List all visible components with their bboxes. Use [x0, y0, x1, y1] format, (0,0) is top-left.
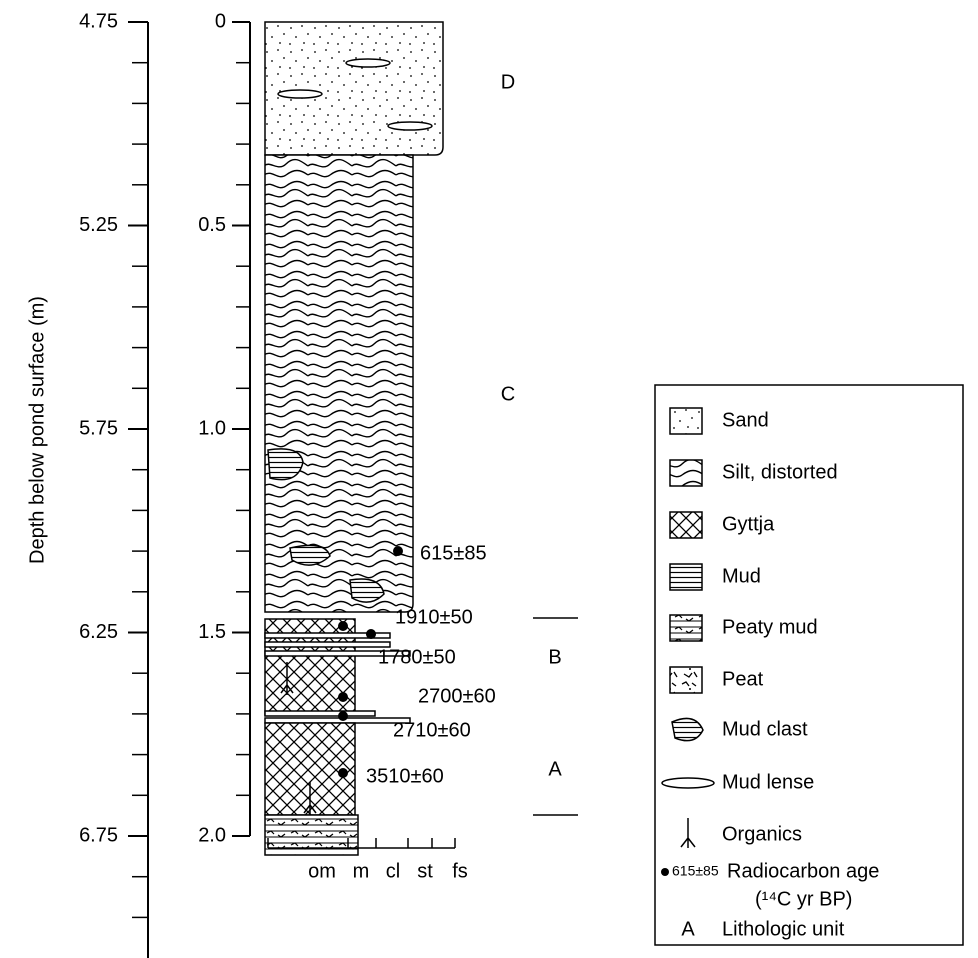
- legend: [654, 384, 964, 946]
- depth-axis-title: Depth below pond surface (m): [26, 296, 48, 564]
- mud-clast: [289, 544, 331, 566]
- legend-sample-date: 615±85: [672, 863, 719, 879]
- core-column: [264, 21, 444, 856]
- unit-label: B: [548, 646, 561, 668]
- grain-label: m: [353, 860, 370, 882]
- legend-swatch: [669, 666, 703, 694]
- grain-label: cl: [386, 860, 400, 882]
- legend-swatch: [669, 511, 703, 539]
- axis-ticks: 4.75 5.25 5.75 6.25 6.75 0 0.5 1.0 1.5 2.0: [79, 10, 250, 919]
- mud-lense: [277, 89, 323, 99]
- legend-swatch: [671, 717, 704, 742]
- grain-label: fs: [452, 860, 468, 882]
- legend-swatch: [669, 563, 703, 591]
- grain-size-axis: [267, 838, 456, 849]
- silt-layer: [264, 154, 414, 613]
- legend-swatch: [680, 818, 696, 848]
- organics: [303, 782, 317, 815]
- legend-label: Gyttja: [722, 513, 775, 535]
- date-label: 2700±60: [418, 685, 496, 707]
- legend-swatch: [661, 868, 669, 876]
- organics: [280, 662, 294, 695]
- sand-layer: [264, 21, 444, 156]
- legend-label: Silt, distorted: [722, 461, 838, 483]
- grain-label: st: [417, 860, 433, 882]
- legend-label: Lithologic unit: [722, 918, 845, 940]
- legend-swatch: [669, 459, 703, 487]
- core-tick-label: 0.5: [198, 214, 226, 236]
- sample-dot: [338, 692, 348, 702]
- legend-swatch: [661, 777, 715, 789]
- core-tick-label: 1.0: [198, 417, 226, 439]
- legend-label: Peaty mud: [722, 616, 818, 638]
- mud-clast: [349, 578, 385, 603]
- grain-label: om: [308, 860, 336, 882]
- legend-label: Peat: [722, 668, 764, 690]
- depth-tick-label: 6.75: [79, 824, 118, 846]
- legend-swatch: [669, 614, 703, 642]
- sample-dot: [366, 629, 376, 639]
- sample-dots: [338, 546, 403, 778]
- legend-label: Organics: [722, 823, 802, 845]
- depth-tick-label: 5.25: [79, 214, 118, 236]
- date-label: 1780±50: [378, 646, 456, 668]
- legend-label: Mud: [722, 565, 761, 587]
- legend-label: Sand: [722, 409, 769, 431]
- sample-dot: [338, 711, 348, 721]
- date-label: 3510±60: [366, 765, 444, 787]
- legend-swatch: [669, 407, 703, 435]
- mud-band: [264, 641, 391, 648]
- depth-tick-label: 6.25: [79, 621, 118, 643]
- core-tick-label: 1.5: [198, 621, 226, 643]
- mud-band: [264, 650, 411, 657]
- sample-dot: [338, 768, 348, 778]
- legend-label: Mud lense: [722, 771, 814, 793]
- mud-lense: [387, 121, 433, 131]
- unit-label: A: [548, 758, 562, 780]
- unit-label: D: [501, 71, 515, 93]
- sample-dot: [338, 621, 348, 631]
- mud-band: [264, 632, 391, 639]
- legend-label: (¹⁴C yr BP): [755, 888, 852, 910]
- depth-tick-label: 5.75: [79, 417, 118, 439]
- mud-clast: [267, 448, 304, 481]
- legend-sample-unit: A: [681, 918, 695, 940]
- core-tick-label: 2.0: [198, 824, 226, 846]
- depth-tick-label: 4.75: [79, 10, 118, 32]
- legend-label: Radiocarbon age: [727, 860, 879, 882]
- sample-dot: [393, 546, 403, 556]
- legend-box: [654, 384, 964, 946]
- mud-lense: [345, 58, 391, 68]
- unit-label: C: [501, 383, 515, 405]
- legend-label: Mud clast: [722, 718, 808, 740]
- core-tick-label: 0: [215, 10, 226, 32]
- mud-band: [264, 710, 376, 717]
- peaty-mud-layer: [264, 814, 359, 856]
- date-label: 1910±50: [395, 606, 473, 628]
- date-label: 615±85: [420, 542, 487, 564]
- date-label: 2710±60: [393, 719, 471, 741]
